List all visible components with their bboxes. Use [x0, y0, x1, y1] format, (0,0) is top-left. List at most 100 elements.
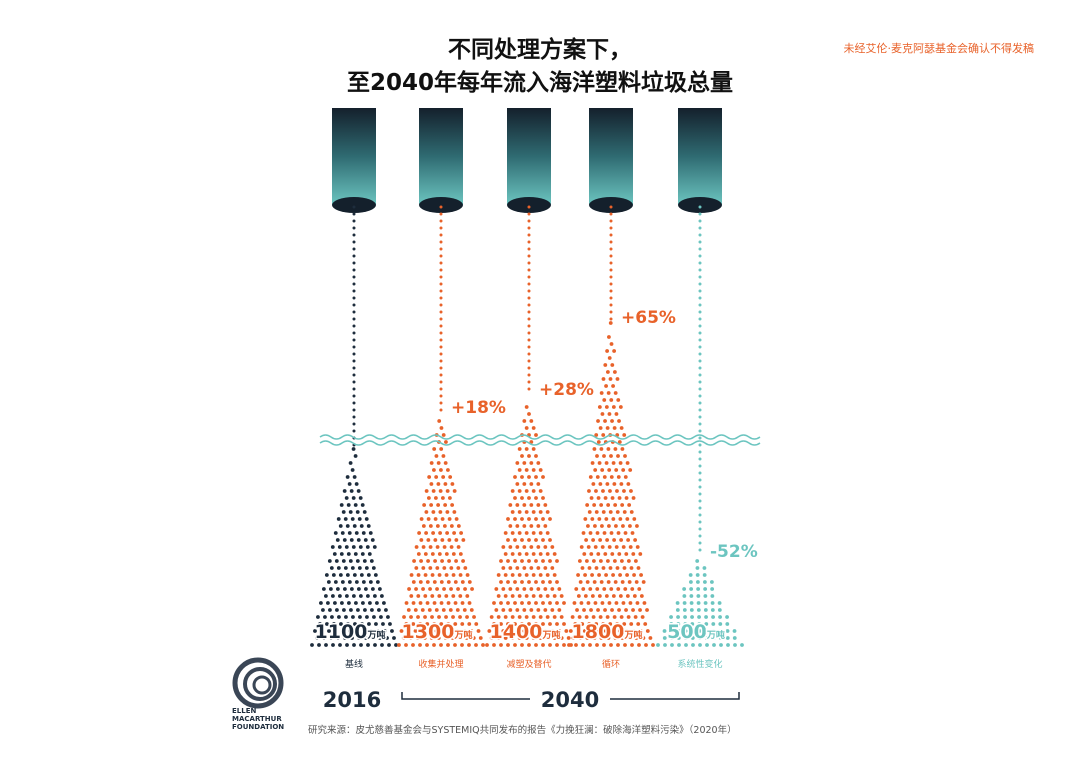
pipe-opening — [419, 197, 463, 213]
triangle-dot — [623, 531, 628, 535]
triangle-dot — [619, 559, 624, 563]
triangle-dot — [515, 566, 520, 570]
triangle-dot — [604, 405, 609, 409]
triangle-dot — [555, 559, 559, 563]
triangle-dot — [433, 559, 437, 563]
triangle-dot — [524, 489, 529, 493]
triangle-dot — [435, 545, 440, 549]
triangle-dot — [599, 636, 604, 640]
triangle-dot — [592, 447, 597, 451]
triangle-dot — [439, 622, 444, 626]
triangle-dot — [527, 496, 531, 500]
triangle-dot — [485, 643, 489, 647]
triangle-dot — [499, 580, 503, 584]
triangle-dot — [669, 636, 674, 640]
triangle-dot — [373, 573, 378, 577]
triangle-dot — [433, 538, 438, 542]
triangle-dot — [616, 454, 620, 458]
triangle-dot — [605, 538, 610, 542]
triangle-dot — [442, 587, 446, 591]
triangle-dot — [520, 475, 524, 479]
triangle-dot — [429, 636, 434, 640]
triangle-dot — [434, 454, 439, 458]
triangle-dot — [613, 447, 618, 451]
triangle-dot — [612, 349, 617, 353]
triangle-dot — [337, 545, 342, 549]
triangle-dot — [676, 615, 680, 619]
triangle-dot — [428, 524, 433, 528]
triangle-dot — [548, 538, 552, 542]
triangle-dot — [447, 517, 452, 521]
triangle-dot — [531, 552, 536, 556]
triangle-dot — [366, 573, 371, 577]
triangle-dot — [662, 629, 667, 633]
triangle-dot — [359, 643, 363, 647]
triangle-dot — [355, 510, 360, 514]
triangle-dot — [508, 545, 513, 549]
triangle-dot — [691, 643, 695, 647]
source-note: 研究来源：皮尤慈善基金会与SYSTEMIQ共同发布的报告《力挽狂澜：破除海洋塑料… — [308, 725, 737, 736]
triangle-dot — [446, 601, 451, 605]
triangle-dot — [431, 489, 436, 493]
triangle-dot — [501, 545, 506, 549]
triangle-dot — [367, 622, 371, 626]
triangle-dot — [520, 580, 524, 584]
triangle-dot — [710, 594, 715, 598]
triangle-dot — [597, 573, 601, 577]
triangle-dot — [617, 629, 622, 633]
triangle-dot — [628, 524, 632, 528]
triangle-dot — [326, 601, 330, 605]
triangle-dot — [534, 643, 538, 647]
triangle-dot — [536, 461, 541, 465]
triangle-dot — [432, 580, 437, 584]
triangle-dot — [366, 643, 370, 647]
triangle-dot — [670, 643, 674, 647]
triangle-dot — [534, 517, 538, 521]
triangle-dot — [605, 370, 610, 374]
triangle-dot — [440, 517, 445, 521]
triangle-dot — [360, 622, 364, 626]
triangle-dot — [589, 552, 594, 556]
triangle-dot — [352, 524, 357, 528]
triangle-dot — [501, 566, 506, 570]
triangle-dot — [597, 461, 602, 465]
triangle-dot — [555, 622, 559, 626]
triangle-dot — [437, 573, 442, 577]
triangle-dot — [740, 643, 744, 647]
triangle-dot — [469, 608, 474, 612]
triangle-dot — [536, 566, 541, 570]
triangle-dot — [513, 538, 517, 542]
triangle-dot — [621, 601, 626, 605]
triangle-dot — [669, 615, 673, 619]
foundation-logo — [232, 657, 284, 709]
value-label: 1300万吨 — [402, 621, 473, 643]
triangle-dot — [622, 510, 627, 514]
triangle-dot — [614, 468, 619, 472]
triangle-dot — [634, 580, 639, 584]
triangle-dot — [453, 580, 458, 584]
triangle-dot — [356, 538, 361, 542]
triangle-dot — [607, 524, 611, 528]
triangle-dot — [517, 552, 522, 556]
triangle-dot — [319, 601, 323, 605]
triangle-dot — [517, 531, 522, 535]
triangle-dot — [620, 503, 625, 507]
year-2040: 2040 — [541, 688, 599, 712]
triangle-dot — [621, 545, 626, 549]
triangle-dot — [697, 615, 701, 619]
triangle-dot — [423, 573, 428, 577]
triangle-dot — [524, 636, 529, 640]
triangle-dot — [575, 629, 580, 633]
triangle-dot — [358, 545, 363, 549]
triangle-dot — [357, 517, 362, 521]
triangle-dot — [582, 629, 587, 633]
triangle-dot — [332, 622, 336, 626]
triangle-dot — [599, 447, 604, 451]
triangle-dot — [611, 517, 616, 521]
triangle-dot — [622, 566, 627, 570]
triangle-dot — [696, 608, 701, 612]
triangle-dot — [675, 608, 680, 612]
triangle-dot — [377, 608, 381, 612]
triangle-dot — [522, 419, 527, 423]
triangle-dot — [454, 559, 458, 563]
